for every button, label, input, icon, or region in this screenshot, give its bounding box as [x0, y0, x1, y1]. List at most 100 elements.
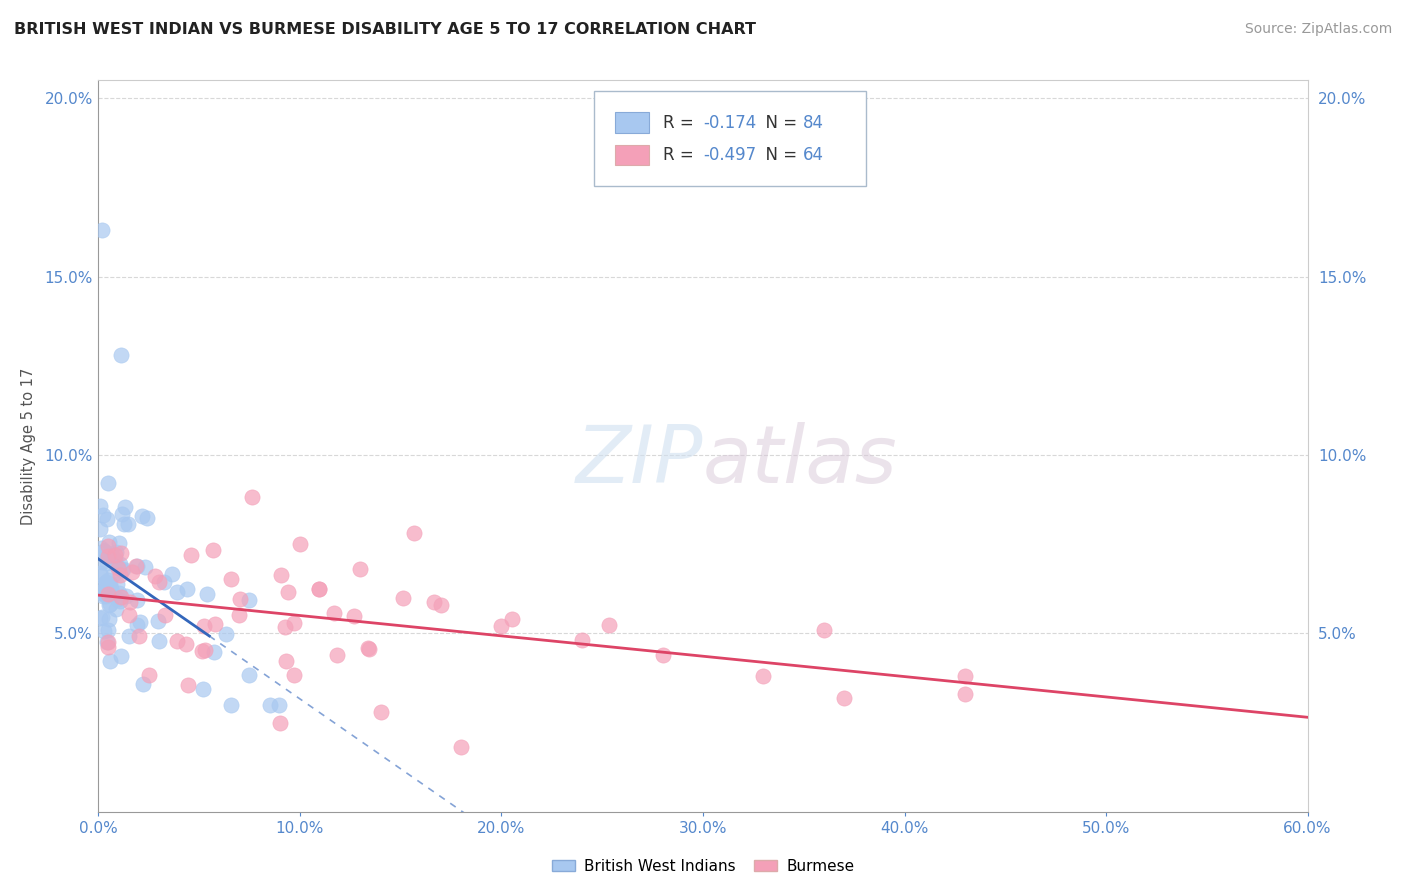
Point	[100, 585, 122, 599]
Point	[97, 640, 120, 654]
Point	[148, 575, 170, 590]
Point	[190, 644, 212, 658]
Point	[273, 619, 295, 633]
Text: Source: ZipAtlas.com: Source: ZipAtlas.com	[1244, 22, 1392, 37]
Text: 64: 64	[803, 146, 824, 164]
Point	[176, 582, 198, 597]
Point	[104, 549, 127, 563]
Point	[501, 612, 523, 626]
Point	[125, 558, 148, 573]
Point	[357, 640, 380, 655]
Point	[111, 563, 134, 577]
Point	[118, 607, 141, 622]
Point	[103, 568, 125, 582]
Point	[97, 476, 120, 491]
Point	[100, 582, 122, 596]
Point	[238, 668, 260, 682]
Point	[308, 582, 330, 597]
Point	[110, 590, 132, 604]
Point	[283, 615, 305, 630]
Point	[752, 669, 775, 683]
Point	[91, 555, 114, 569]
Y-axis label: Disability Age 5 to 17: Disability Age 5 to 17	[21, 368, 37, 524]
Point	[219, 572, 242, 586]
Text: N =: N =	[755, 146, 803, 164]
Point	[193, 619, 215, 633]
Point	[359, 642, 381, 657]
Point	[148, 634, 170, 648]
Point	[97, 624, 120, 638]
Text: N =: N =	[755, 113, 803, 132]
Point	[112, 517, 135, 532]
Point	[107, 561, 129, 575]
Point	[138, 668, 160, 682]
Point	[166, 585, 188, 599]
Point	[107, 560, 129, 574]
Point	[128, 629, 150, 643]
Point	[114, 500, 136, 514]
Point	[91, 585, 114, 599]
Point	[89, 585, 111, 599]
Point	[177, 677, 200, 691]
Point	[97, 634, 120, 648]
Point	[96, 512, 118, 526]
Point	[229, 592, 252, 607]
Point	[259, 698, 281, 712]
Point	[422, 595, 444, 609]
Point	[129, 615, 152, 630]
Point	[94, 575, 117, 590]
Point	[194, 642, 217, 657]
Point	[94, 581, 117, 595]
Point	[93, 624, 115, 638]
Point	[89, 500, 111, 514]
Point	[270, 568, 292, 582]
Point	[110, 348, 132, 362]
Point	[96, 634, 118, 648]
Point	[145, 569, 167, 583]
Point	[97, 578, 120, 592]
Point	[166, 634, 188, 648]
Point	[117, 517, 139, 532]
Point	[450, 740, 472, 755]
Point	[97, 549, 120, 564]
Text: 84: 84	[803, 113, 824, 132]
Point	[491, 619, 513, 633]
Point	[114, 589, 136, 603]
Point	[146, 614, 169, 628]
Point	[228, 608, 250, 623]
Point	[392, 591, 415, 606]
Point	[277, 584, 299, 599]
Point	[288, 537, 311, 551]
Point	[108, 594, 131, 608]
Point	[571, 633, 593, 648]
FancyBboxPatch shape	[595, 91, 866, 186]
Point	[813, 623, 835, 637]
Point	[121, 566, 143, 580]
Point	[101, 549, 124, 564]
Point	[107, 592, 129, 607]
Point	[97, 598, 120, 612]
Point	[242, 490, 264, 504]
Text: -0.174: -0.174	[703, 113, 756, 132]
Point	[323, 607, 346, 621]
Point	[111, 562, 134, 576]
Point	[110, 648, 132, 663]
Text: BRITISH WEST INDIAN VS BURMESE DISABILITY AGE 5 TO 17 CORRELATION CHART: BRITISH WEST INDIAN VS BURMESE DISABILIT…	[14, 22, 756, 37]
Point	[97, 539, 120, 553]
Point	[89, 611, 111, 625]
Point	[93, 544, 115, 558]
Point	[269, 715, 291, 730]
Point	[598, 618, 620, 632]
Point	[96, 587, 118, 601]
Point	[108, 568, 131, 582]
Point	[308, 582, 330, 596]
Point	[104, 601, 127, 615]
FancyBboxPatch shape	[614, 145, 648, 165]
Point	[127, 558, 149, 573]
Point	[111, 508, 134, 522]
Point	[131, 676, 153, 690]
Point	[108, 535, 131, 549]
Point	[238, 593, 260, 607]
Point	[404, 526, 426, 541]
Point	[94, 576, 117, 591]
